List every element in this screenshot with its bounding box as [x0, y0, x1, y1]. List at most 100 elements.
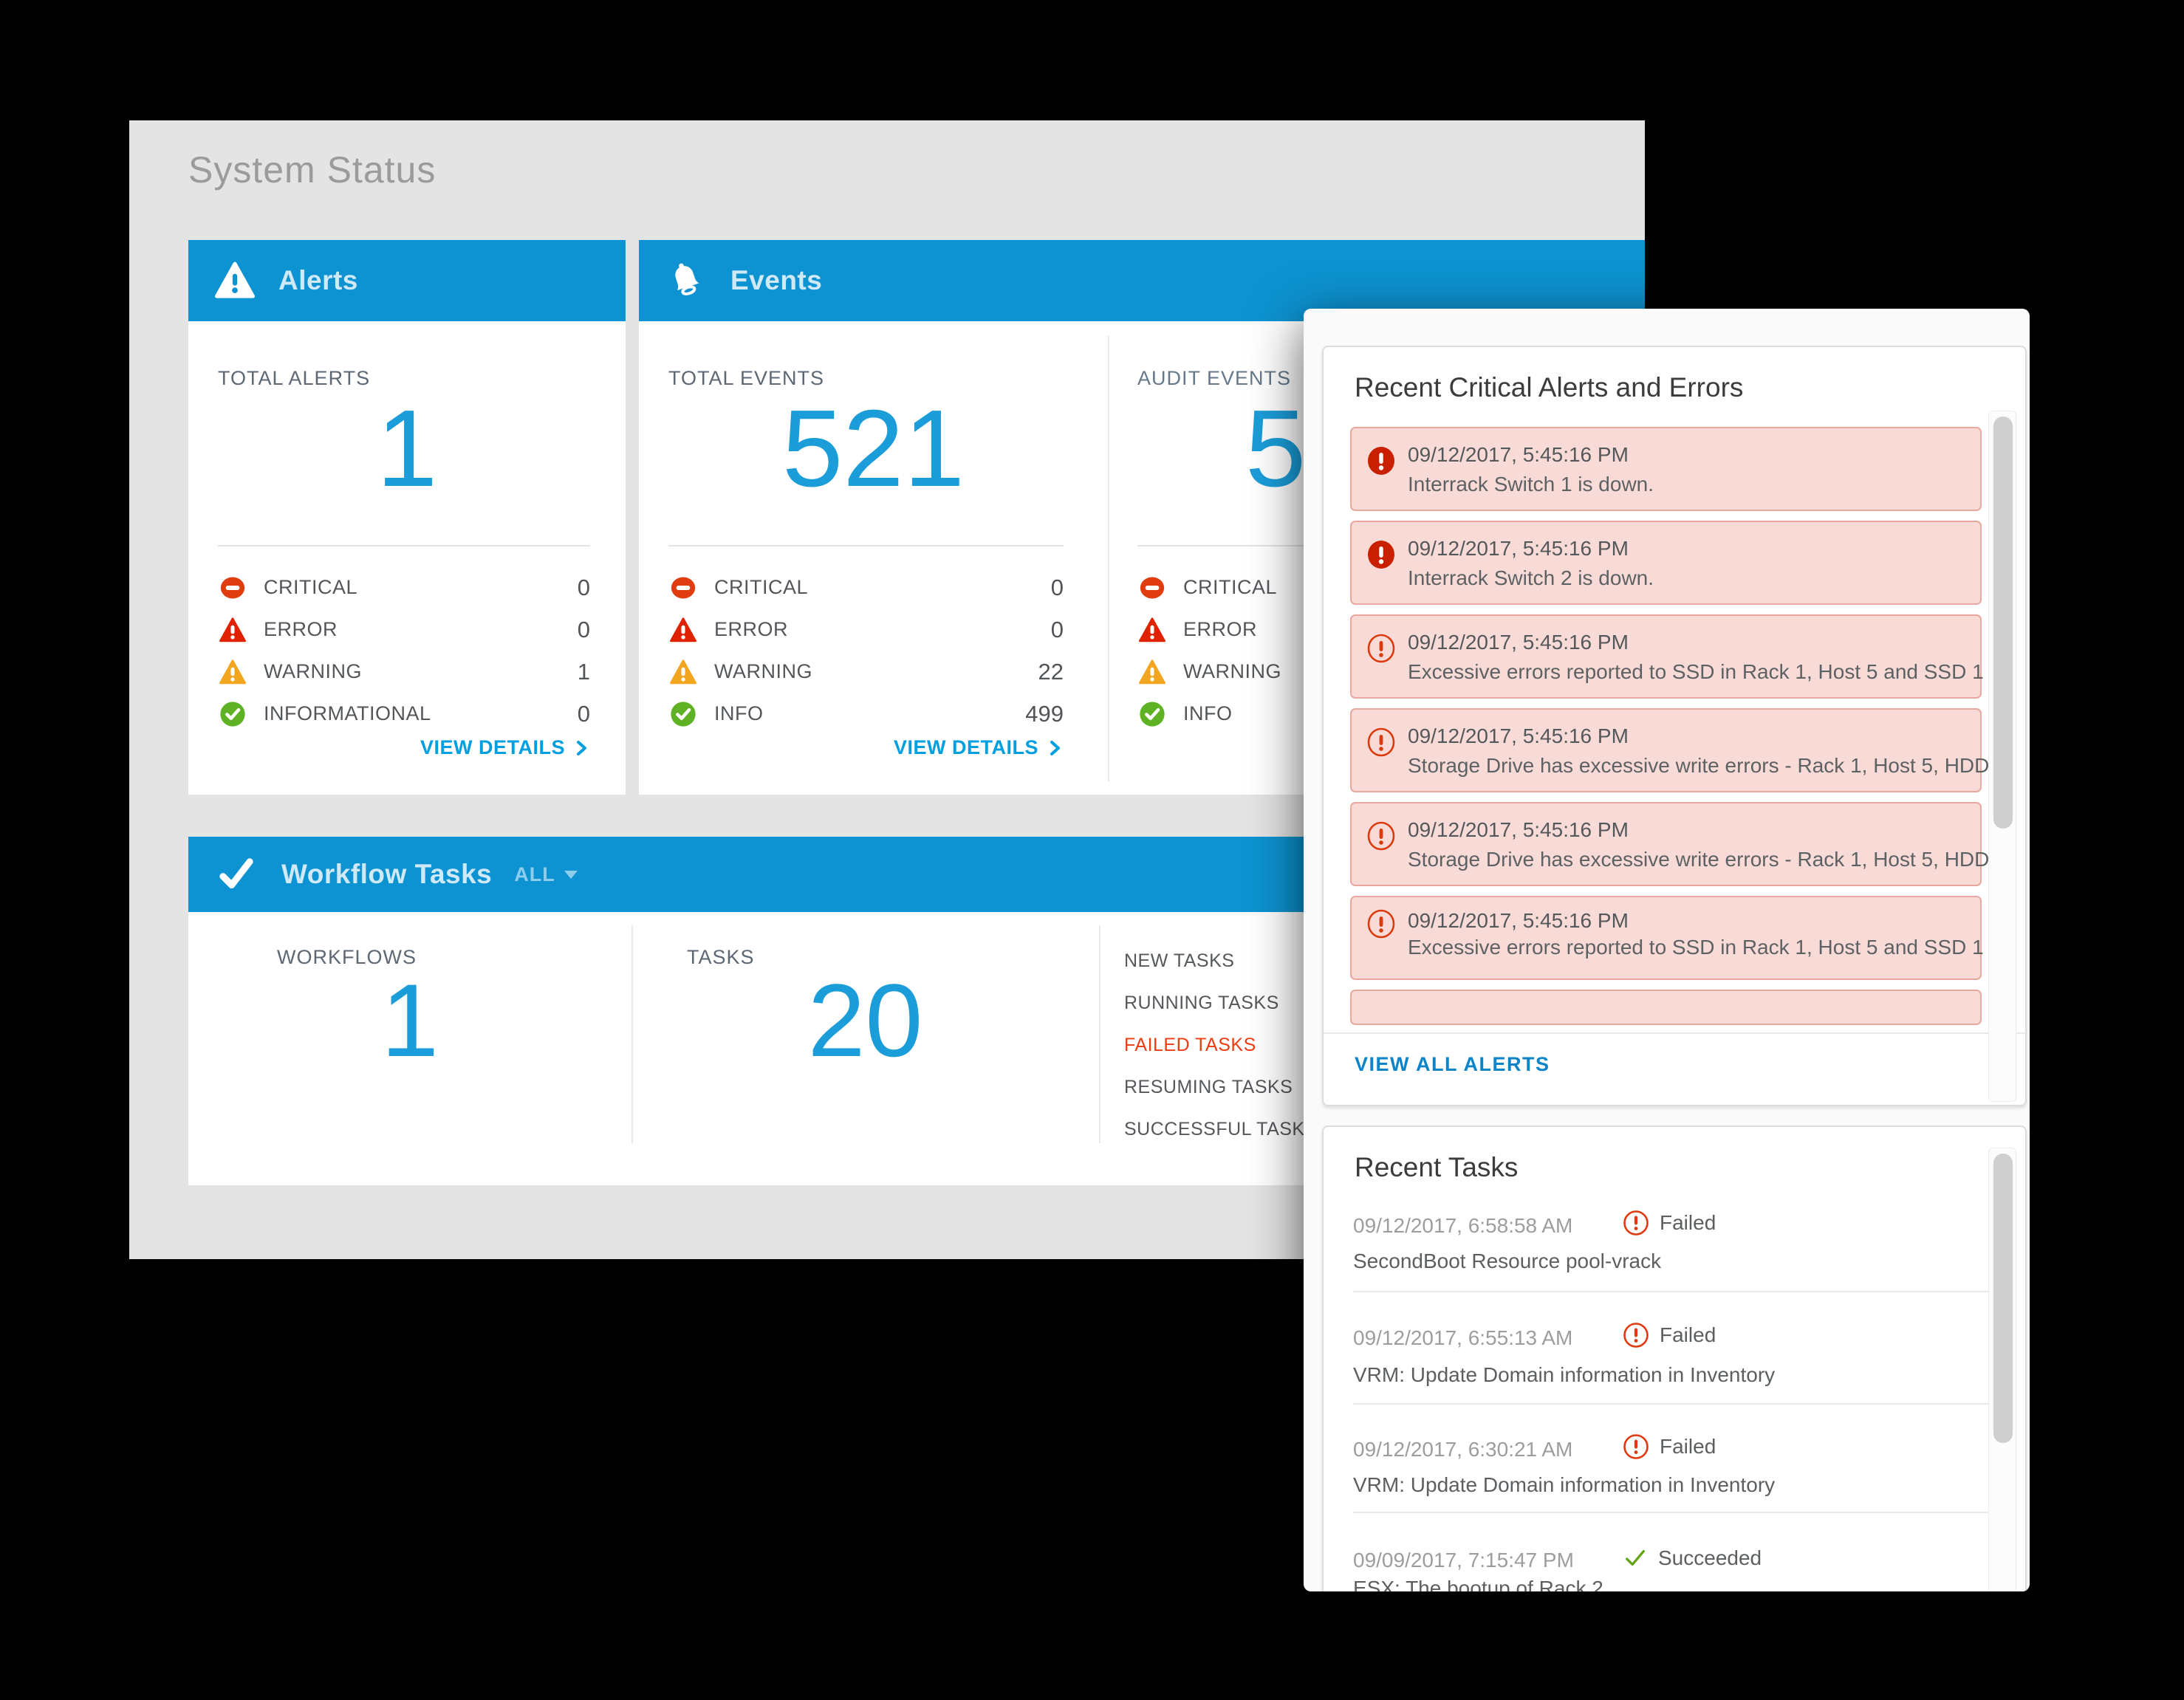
recent-alerts-title: Recent Critical Alerts and Errors [1355, 372, 1744, 402]
divider [1353, 1291, 2002, 1292]
task-time: 09/09/2017, 7:15:47 PM [1353, 1549, 1574, 1572]
total-events-value: 521 [782, 388, 965, 510]
status-value: 0 [1050, 616, 1064, 642]
alert-message: Storage Drive has excessive write errors… [1408, 754, 1990, 777]
status-row: WARNING [1137, 651, 1578, 693]
task-type-new[interactable]: NEW TASKS [1124, 950, 1235, 971]
status-row: WARNING 22 [668, 651, 1064, 693]
status-row: CRITICAL [1137, 566, 1578, 609]
status-value: 1 [577, 658, 590, 685]
total-events-column: TOTAL EVENTS 521 CRITICAL 0 ERROR 0 [639, 321, 1108, 795]
bell-icon [665, 260, 707, 301]
alert-item[interactable]: 09/12/2017, 5:45:16 PM Excessive errors … [1350, 614, 2015, 699]
chevron-right-icon [1050, 740, 1060, 755]
status-value: 0 [577, 616, 590, 642]
status-label: ERROR [1183, 618, 1258, 640]
error-icon [218, 617, 247, 643]
task-time: 09/12/2017, 6:30:21 AM [1353, 1438, 1573, 1461]
alerts-status-rows: CRITICAL 0 ERROR 0 WARNING 1 INFORMATION… [218, 566, 590, 735]
scrollbar-thumb[interactable] [1993, 417, 2013, 829]
alert-item[interactable]: 09/12/2017, 5:45:16 PM Storage Drive has… [1350, 802, 1989, 886]
alert-item[interactable]: 09/12/2017, 5:45:16 PM Storage Drive has… [1350, 708, 1989, 792]
total-alerts-label: TOTAL ALERTS [218, 367, 371, 389]
events-card-title: Events [730, 265, 823, 295]
recent-alerts-panel: Recent Critical Alerts and Errors 09/12/… [1322, 346, 2027, 1106]
critical-filled-icon [1366, 540, 1396, 573]
page-title: System Status [188, 149, 437, 191]
alert-item-clipped[interactable] [1350, 990, 1982, 1025]
failed-icon [1623, 1434, 1649, 1459]
alert-item[interactable]: 09/12/2017, 5:45:16 PM Interrack Switch … [1350, 427, 1982, 511]
column-divider [631, 925, 633, 1143]
events-view-details-link[interactable]: VIEW DETAILS [894, 736, 1064, 759]
alert-item[interactable]: 09/12/2017, 5:45:16 PM Excessive errors … [1350, 896, 2015, 980]
alert-message: Interrack Switch 2 is down. [1408, 566, 1654, 589]
recent-tasks-panel: Recent Tasks 09/12/2017, 6:58:58 AM Fail… [1322, 1125, 2027, 1591]
status-label: CRITICAL [714, 576, 809, 598]
chevron-right-icon [577, 740, 586, 755]
informational-icon [218, 701, 247, 727]
alerts-view-details-link[interactable]: VIEW DETAILS [420, 736, 590, 759]
status-row: ERROR [1137, 609, 1578, 651]
events-card-header: Events [639, 240, 1645, 321]
alert-message: Storage Drive has excessive write errors… [1408, 848, 1990, 871]
task-time: 09/12/2017, 6:58:58 AM [1353, 1214, 1573, 1237]
alerts-card: Alerts TOTAL ALERTS 1 CRITICAL 0 ERROR 0 [188, 240, 626, 795]
status-label: ERROR [714, 618, 789, 640]
alert-list: 09/12/2017, 5:45:16 PM Interrack Switch … [1350, 427, 2015, 1035]
status-label: WARNING [714, 660, 812, 682]
status-row: CRITICAL 0 [668, 566, 1064, 609]
divider [1353, 1512, 2002, 1513]
status-row: CRITICAL 0 [218, 566, 590, 609]
task-name: SecondBoot Resource pool-vrack [1353, 1250, 1662, 1272]
alert-time: 09/12/2017, 5:45:16 PM [1408, 443, 1629, 466]
alert-triangle-icon [215, 261, 255, 301]
tasks-label: TASKS [687, 946, 755, 968]
recent-tasks-title: Recent Tasks [1355, 1152, 1519, 1182]
column-divider [1108, 336, 1109, 781]
task-type-failed[interactable]: FAILED TASKS [1124, 1035, 1256, 1055]
alert-message: Interrack Switch 1 is down. [1408, 473, 1654, 496]
task-time: 09/12/2017, 6:55:13 AM [1353, 1326, 1573, 1349]
alert-time: 09/12/2017, 5:45:16 PM [1408, 909, 1629, 932]
column-divider [1099, 925, 1100, 1143]
alerts-card-title: Alerts [278, 265, 358, 295]
status-value: 0 [577, 700, 590, 727]
checkmark-icon [215, 853, 258, 896]
task-type-successful[interactable]: SUCCESSFUL TASKS [1124, 1119, 1318, 1139]
error-outline-icon [1366, 727, 1396, 761]
divider [1353, 1403, 2002, 1405]
alert-time: 09/12/2017, 5:45:16 PM [1408, 537, 1629, 560]
task-name: VRM: Update Domain information in Invent… [1353, 1473, 1776, 1496]
task-type-resuming[interactable]: RESUMING TASKS [1124, 1077, 1293, 1097]
status-row: ERROR 0 [218, 609, 590, 651]
alert-message: Excessive errors reported to SSD in Rack… [1408, 936, 2015, 959]
critical-icon [1137, 575, 1167, 600]
warning-icon [218, 659, 247, 685]
divider [668, 545, 1064, 546]
total-alerts-value: 1 [376, 388, 438, 510]
status-row: WARNING 1 [218, 651, 590, 693]
critical-icon [668, 575, 698, 600]
total-events-label: TOTAL EVENTS [668, 367, 825, 389]
task-type-running[interactable]: RUNNING TASKS [1124, 993, 1279, 1013]
info-icon [1137, 701, 1167, 727]
alert-item[interactable]: 09/12/2017, 5:45:16 PM Interrack Switch … [1350, 521, 1982, 605]
status-value: 0 [1050, 574, 1064, 600]
tasks-value: 20 [807, 962, 923, 1078]
status-value: 0 [577, 574, 590, 600]
audit-events-value: 5 [1245, 388, 1307, 510]
status-label: CRITICAL [1183, 576, 1278, 598]
events-status-rows: CRITICAL 0 ERROR 0 WARNING 22 [668, 566, 1064, 735]
status-row: INFO [1137, 693, 1578, 735]
task-status: Failed [1623, 1210, 1716, 1236]
warning-icon [668, 659, 698, 685]
status-label: ERROR [264, 618, 338, 640]
view-all-alerts-link[interactable]: VIEW ALL ALERTS [1355, 1053, 1550, 1075]
scrollbar-thumb[interactable] [1993, 1154, 2013, 1443]
failed-icon [1623, 1210, 1649, 1235]
task-status: Succeeded [1623, 1546, 1762, 1571]
workflow-filter-dropdown[interactable]: ALL [514, 863, 578, 886]
error-icon [1137, 617, 1167, 643]
